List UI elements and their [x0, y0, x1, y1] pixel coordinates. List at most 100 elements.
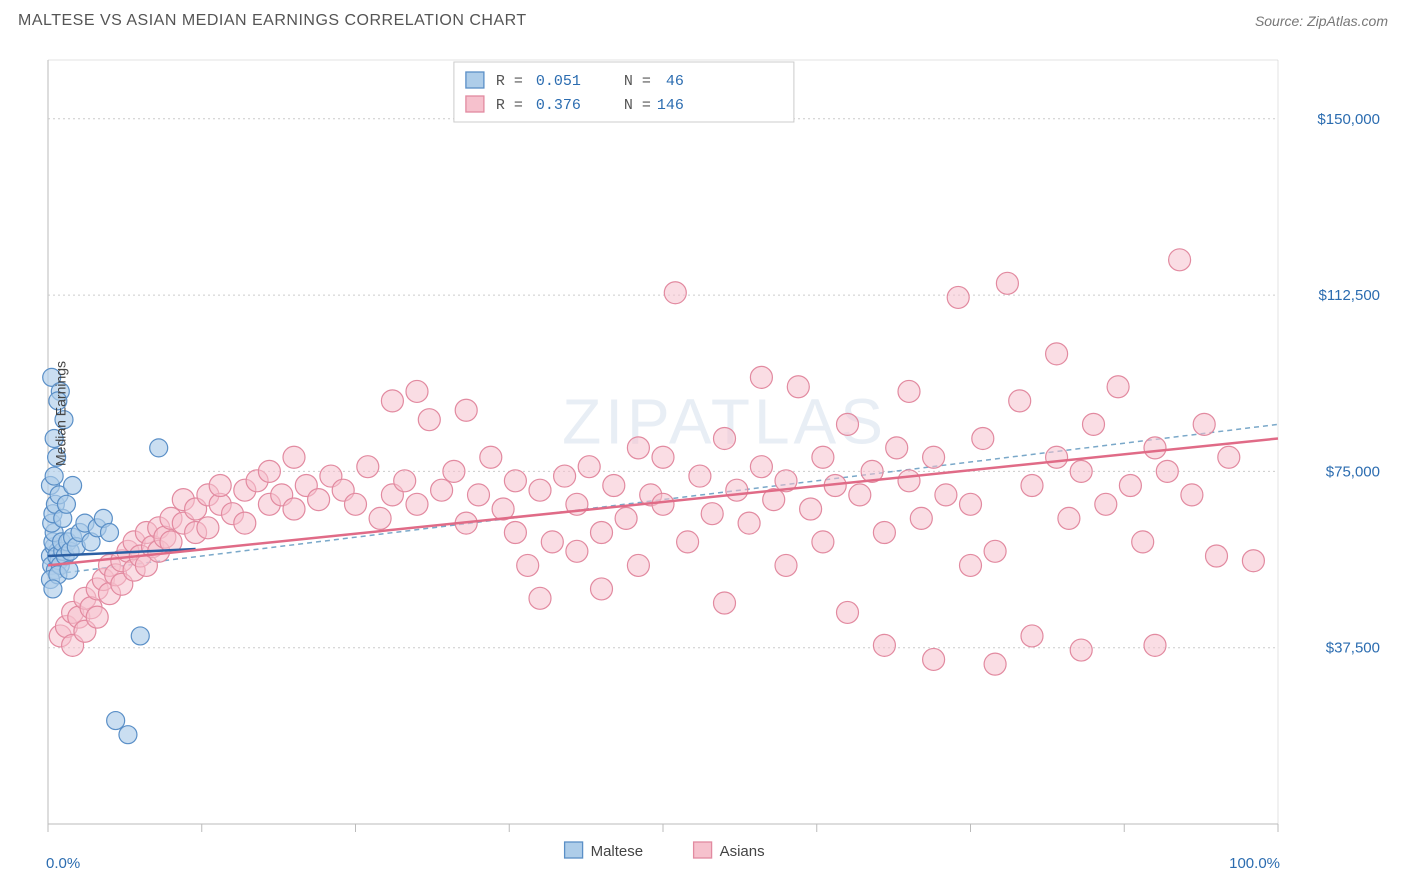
data-point	[984, 653, 1006, 675]
data-point	[750, 366, 772, 388]
data-point	[701, 503, 723, 525]
legend-swatch	[466, 72, 484, 88]
data-point	[960, 554, 982, 576]
data-point	[873, 634, 895, 656]
data-point	[996, 272, 1018, 294]
data-point	[418, 409, 440, 431]
data-point	[591, 522, 613, 544]
data-point	[898, 380, 920, 402]
data-point	[1021, 474, 1043, 496]
data-point	[689, 465, 711, 487]
data-point	[714, 592, 736, 614]
data-point	[1144, 634, 1166, 656]
data-point	[480, 446, 502, 468]
data-point	[209, 474, 231, 496]
data-point	[529, 479, 551, 501]
data-point	[677, 531, 699, 553]
data-point	[627, 437, 649, 459]
data-point	[1021, 625, 1043, 647]
data-point	[234, 512, 256, 534]
data-point	[406, 380, 428, 402]
data-point	[455, 399, 477, 421]
data-point	[1206, 545, 1228, 567]
data-point	[886, 437, 908, 459]
data-point	[1070, 639, 1092, 661]
data-point	[1009, 390, 1031, 412]
y-tick-label: $150,000	[1317, 111, 1380, 128]
data-point	[664, 282, 686, 304]
data-point	[566, 540, 588, 562]
data-point	[381, 390, 403, 412]
data-point	[1132, 531, 1154, 553]
data-point	[1242, 550, 1264, 572]
x-tick-label-left: 0.0%	[46, 855, 80, 872]
data-point	[529, 587, 551, 609]
data-point	[541, 531, 563, 553]
legend-r-value: 0.376	[536, 97, 581, 114]
data-point	[1218, 446, 1240, 468]
data-point	[1119, 474, 1141, 496]
y-tick-label: $37,500	[1326, 640, 1380, 657]
data-point	[1046, 343, 1068, 365]
data-point	[1095, 493, 1117, 515]
data-point	[357, 456, 379, 478]
data-point	[960, 493, 982, 515]
data-point	[800, 498, 822, 520]
data-point	[578, 456, 600, 478]
data-point	[591, 578, 613, 600]
data-point	[86, 606, 108, 628]
data-point	[45, 467, 63, 485]
data-point	[972, 427, 994, 449]
data-point	[1058, 507, 1080, 529]
y-tick-label: $112,500	[1319, 287, 1380, 304]
legend-swatch	[694, 842, 712, 858]
data-point	[652, 493, 674, 515]
data-point	[150, 439, 168, 457]
legend-n-label: N =	[624, 73, 651, 90]
data-point	[1144, 437, 1166, 459]
data-point	[615, 507, 637, 529]
data-point	[898, 470, 920, 492]
data-point	[923, 648, 945, 670]
data-point	[258, 460, 280, 482]
data-point	[406, 493, 428, 515]
data-point	[1070, 460, 1092, 482]
data-point	[627, 554, 649, 576]
data-point	[935, 484, 957, 506]
data-point	[1169, 249, 1191, 271]
data-point	[394, 470, 416, 492]
data-point	[812, 446, 834, 468]
data-point	[107, 712, 125, 730]
data-point	[873, 522, 895, 544]
data-point	[44, 580, 62, 598]
x-tick-label-right: 100.0%	[1229, 855, 1280, 872]
data-point	[738, 512, 760, 534]
data-point	[517, 554, 539, 576]
legend-n-label: N =	[624, 97, 651, 114]
data-point	[714, 427, 736, 449]
data-point	[1193, 413, 1215, 435]
legend-r-value: 0.051	[536, 73, 581, 90]
data-point	[1156, 460, 1178, 482]
data-point	[1107, 376, 1129, 398]
data-point	[812, 531, 834, 553]
data-point	[197, 517, 219, 539]
data-point	[57, 495, 75, 513]
data-point	[1181, 484, 1203, 506]
data-point	[468, 484, 490, 506]
data-point	[345, 493, 367, 515]
y-axis-label: Median Earnings	[53, 361, 69, 466]
data-point	[431, 479, 453, 501]
data-point	[131, 627, 149, 645]
data-point	[910, 507, 932, 529]
data-point	[101, 524, 119, 542]
data-point	[308, 489, 330, 511]
data-point	[837, 413, 859, 435]
chart-source: Source: ZipAtlas.com	[1255, 13, 1388, 29]
legend-swatch	[565, 842, 583, 858]
legend-series-label: Asians	[720, 843, 765, 860]
y-tick-label: $75,000	[1326, 463, 1380, 480]
legend-swatch	[466, 96, 484, 112]
legend-r-label: R =	[496, 73, 523, 90]
legend-n-value: 146	[657, 97, 684, 114]
